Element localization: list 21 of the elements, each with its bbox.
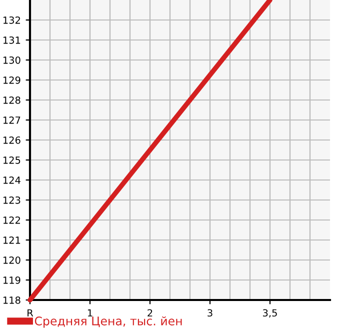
y-tick-label: 118 xyxy=(3,296,20,304)
y-tick-label: 127 xyxy=(3,116,20,124)
y-tick-label: 120 xyxy=(3,256,20,264)
x-tick-label: 1 xyxy=(88,309,92,316)
y-tick-label: 124 xyxy=(3,176,20,184)
y-tick-label: 131 xyxy=(3,36,20,44)
y-tick-label: 121 xyxy=(3,236,20,244)
y-tick-label: 123 xyxy=(3,196,20,204)
y-tick-label: 132 xyxy=(3,16,20,24)
x-tick-label: R xyxy=(28,309,34,316)
y-tick-label: 119 xyxy=(3,276,20,284)
y-tick-label: 126 xyxy=(3,136,20,144)
y-tick-label: 125 xyxy=(3,156,20,164)
y-tick-label: 122 xyxy=(3,216,20,224)
x-tick-label: 3,5 xyxy=(263,309,277,318)
y-tick-label: 128 xyxy=(3,96,20,104)
x-tick-label: 3 xyxy=(208,309,212,317)
x-tick-label: 2 xyxy=(148,309,152,316)
y-tick-label: 129 xyxy=(3,76,20,84)
legend-label: Средняя Цена, тыс. йен xyxy=(34,316,182,328)
y-tick-label: 130 xyxy=(3,56,20,64)
